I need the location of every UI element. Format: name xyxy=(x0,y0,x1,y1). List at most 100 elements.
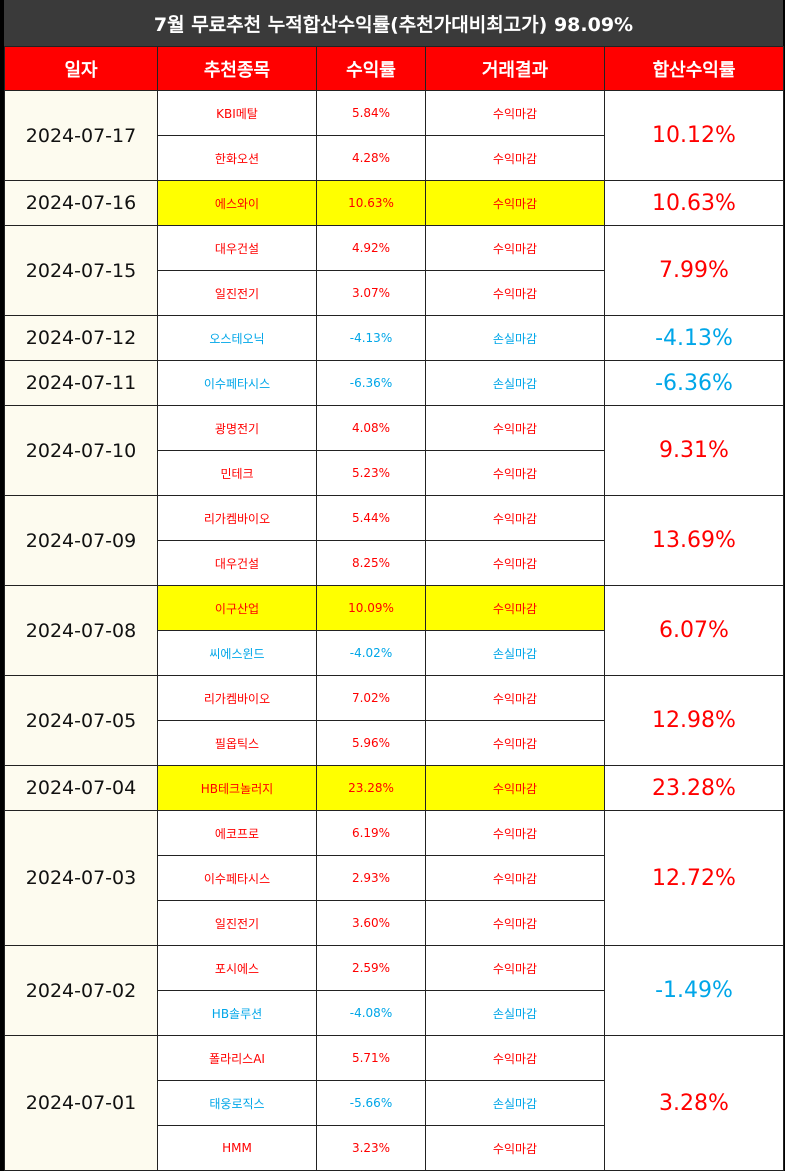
total-cell: 13.69% xyxy=(604,495,784,586)
stock-cell: 한화오션 xyxy=(157,135,317,181)
result-cell: 수익마감 xyxy=(425,1125,605,1171)
stock-cell: 이수페타시스 xyxy=(157,360,317,406)
rate-cell: 5.96% xyxy=(316,720,426,766)
total-cell: 10.12% xyxy=(604,90,784,181)
table-body: 2024-07-17 KBI메탈 5.84% 수익마감 10.12% 한화오션 4.28% 수… xyxy=(4,90,784,1171)
stock-cell: KBI메탈 xyxy=(157,90,317,136)
table-row: HMM 3.23% 수익마감 xyxy=(5,1125,784,1171)
stock-cell: 일진전기 xyxy=(157,270,317,316)
header-rate: 수익률 xyxy=(316,46,426,91)
result-cell: 수익마감 xyxy=(425,720,605,766)
table-row: 2024-07-09 리가켐바이오 5.44% 수익마감 13.69% xyxy=(4,495,784,586)
rate-cell: 5.44% xyxy=(316,495,426,541)
stock-cell: 리가켐바이오 xyxy=(157,495,317,541)
rate-cell: 10.09% xyxy=(316,585,426,631)
total-cell: 12.72% xyxy=(604,810,784,946)
stock-cell: 태웅로직스 xyxy=(157,1080,317,1126)
result-cell: 손실마감 xyxy=(425,315,605,361)
result-cell: 수익마감 xyxy=(425,90,605,136)
total-cell: 6.07% xyxy=(604,585,784,676)
result-cell: 수익마감 xyxy=(425,765,605,811)
total-cell: -6.36% xyxy=(604,360,784,406)
rate-cell: -4.08% xyxy=(316,990,426,1036)
table-row: 2024-07-03 에코프로 6.19% 수익마감 12.72% xyxy=(4,810,784,946)
result-cell: 수익마감 xyxy=(425,855,605,901)
stock-cell: 대우건설 xyxy=(157,225,317,271)
stock-cell: 에스와이 xyxy=(157,180,317,226)
table-row: 이수페타시스 2.93% 수익마감 xyxy=(5,855,784,901)
total-cell: 9.31% xyxy=(604,405,784,496)
table-row: 2024-07-04 HB테크놀러지 23.28% 수익마감 23.28% xyxy=(4,765,784,811)
result-cell: 수익마감 xyxy=(425,495,605,541)
table-row: 2024-07-16 에스와이 10.63% 수익마감 10.63% xyxy=(4,180,784,226)
table-row: 일진전기 3.60% 수익마감 xyxy=(5,900,784,946)
header-row: 일자 추천종목 수익률 거래결과 합산수익률 xyxy=(4,46,784,91)
result-cell: 손실마감 xyxy=(425,360,605,406)
date-cell: 2024-07-05 xyxy=(4,675,158,766)
date-cell: 2024-07-03 xyxy=(4,810,158,946)
rate-cell: 6.19% xyxy=(316,810,426,856)
date-cell: 2024-07-11 xyxy=(4,360,158,406)
result-cell: 수익마감 xyxy=(425,180,605,226)
total-cell: 7.99% xyxy=(604,225,784,316)
table-row: 2024-07-12 오스테오닉 -4.13% 손실마감 -4.13% xyxy=(4,315,784,361)
table-row: 민테크 5.23% 수익마감 xyxy=(5,450,784,496)
result-cell: 수익마감 xyxy=(425,1035,605,1081)
table-row: 2024-07-02 포시에스 2.59% 수익마감 -1.49% xyxy=(4,945,784,1036)
rate-cell: 7.02% xyxy=(316,675,426,721)
stock-cell: 오스테오닉 xyxy=(157,315,317,361)
stock-cell: HB솔루션 xyxy=(157,990,317,1036)
stock-cell: 에코프로 xyxy=(157,810,317,856)
total-cell: 23.28% xyxy=(604,765,784,811)
rate-cell: -4.13% xyxy=(316,315,426,361)
stock-cell: 리가켐바이오 xyxy=(157,675,317,721)
rate-cell: -5.66% xyxy=(316,1080,426,1126)
rate-cell: 4.28% xyxy=(316,135,426,181)
stock-cell: 씨에스윈드 xyxy=(157,630,317,676)
table-row: 필옵틱스 5.96% 수익마감 xyxy=(5,720,784,766)
table-row: 2024-07-10 광명전기 4.08% 수익마감 9.31% xyxy=(4,405,784,496)
rate-cell: 2.93% xyxy=(316,855,426,901)
result-cell: 손실마감 xyxy=(425,990,605,1036)
header-date: 일자 xyxy=(4,46,158,91)
result-cell: 수익마감 xyxy=(425,540,605,586)
rate-cell: 3.07% xyxy=(316,270,426,316)
rate-cell: 23.28% xyxy=(316,765,426,811)
rate-cell: 5.23% xyxy=(316,450,426,496)
table-row: 2024-07-05 리가켐바이오 7.02% 수익마감 12.98% xyxy=(4,675,784,766)
table-row: 2024-07-11 이수페타시스 -6.36% 손실마감 -6.36% xyxy=(4,360,784,406)
table-row: 2024-07-01 폴라리스AI 5.71% 수익마감 3.28% xyxy=(4,1035,784,1171)
table-row: 2024-07-08 이구산업 10.09% 수익마감 6.07% xyxy=(4,585,784,676)
stock-cell: 일진전기 xyxy=(157,900,317,946)
header-result: 거래결과 xyxy=(425,46,605,91)
date-cell: 2024-07-10 xyxy=(4,405,158,496)
table-row: HB솔루션 -4.08% 손실마감 xyxy=(5,990,784,1036)
rate-cell: 4.92% xyxy=(316,225,426,271)
stock-cell: 이수페타시스 xyxy=(157,855,317,901)
header-stock: 추천종목 xyxy=(157,46,317,91)
total-cell: 3.28% xyxy=(604,1035,784,1171)
date-cell: 2024-07-04 xyxy=(4,765,158,811)
result-cell: 수익마감 xyxy=(425,405,605,451)
table-row: 일진전기 3.07% 수익마감 xyxy=(5,270,784,316)
result-cell: 수익마감 xyxy=(425,900,605,946)
total-cell: -1.49% xyxy=(604,945,784,1036)
stock-cell: 광명전기 xyxy=(157,405,317,451)
date-cell: 2024-07-12 xyxy=(4,315,158,361)
result-cell: 수익마감 xyxy=(425,135,605,181)
date-cell: 2024-07-02 xyxy=(4,945,158,1036)
header-total: 합산수익률 xyxy=(604,46,784,91)
result-cell: 수익마감 xyxy=(425,675,605,721)
table-row: 씨에스윈드 -4.02% 손실마감 xyxy=(5,630,784,676)
results-table: 일자 추천종목 수익률 거래결과 합산수익률 2024-07-17 KBI메탈 5.… xyxy=(4,46,784,1171)
result-cell: 수익마감 xyxy=(425,945,605,991)
rate-cell: 3.60% xyxy=(316,900,426,946)
date-cell: 2024-07-09 xyxy=(4,495,158,586)
stock-cell: HMM xyxy=(157,1125,317,1171)
date-cell: 2024-07-15 xyxy=(4,225,158,316)
rate-cell: -6.36% xyxy=(316,360,426,406)
date-cell: 2024-07-01 xyxy=(4,1035,158,1171)
stock-cell: 이구산업 xyxy=(157,585,317,631)
stock-cell: 포시에스 xyxy=(157,945,317,991)
